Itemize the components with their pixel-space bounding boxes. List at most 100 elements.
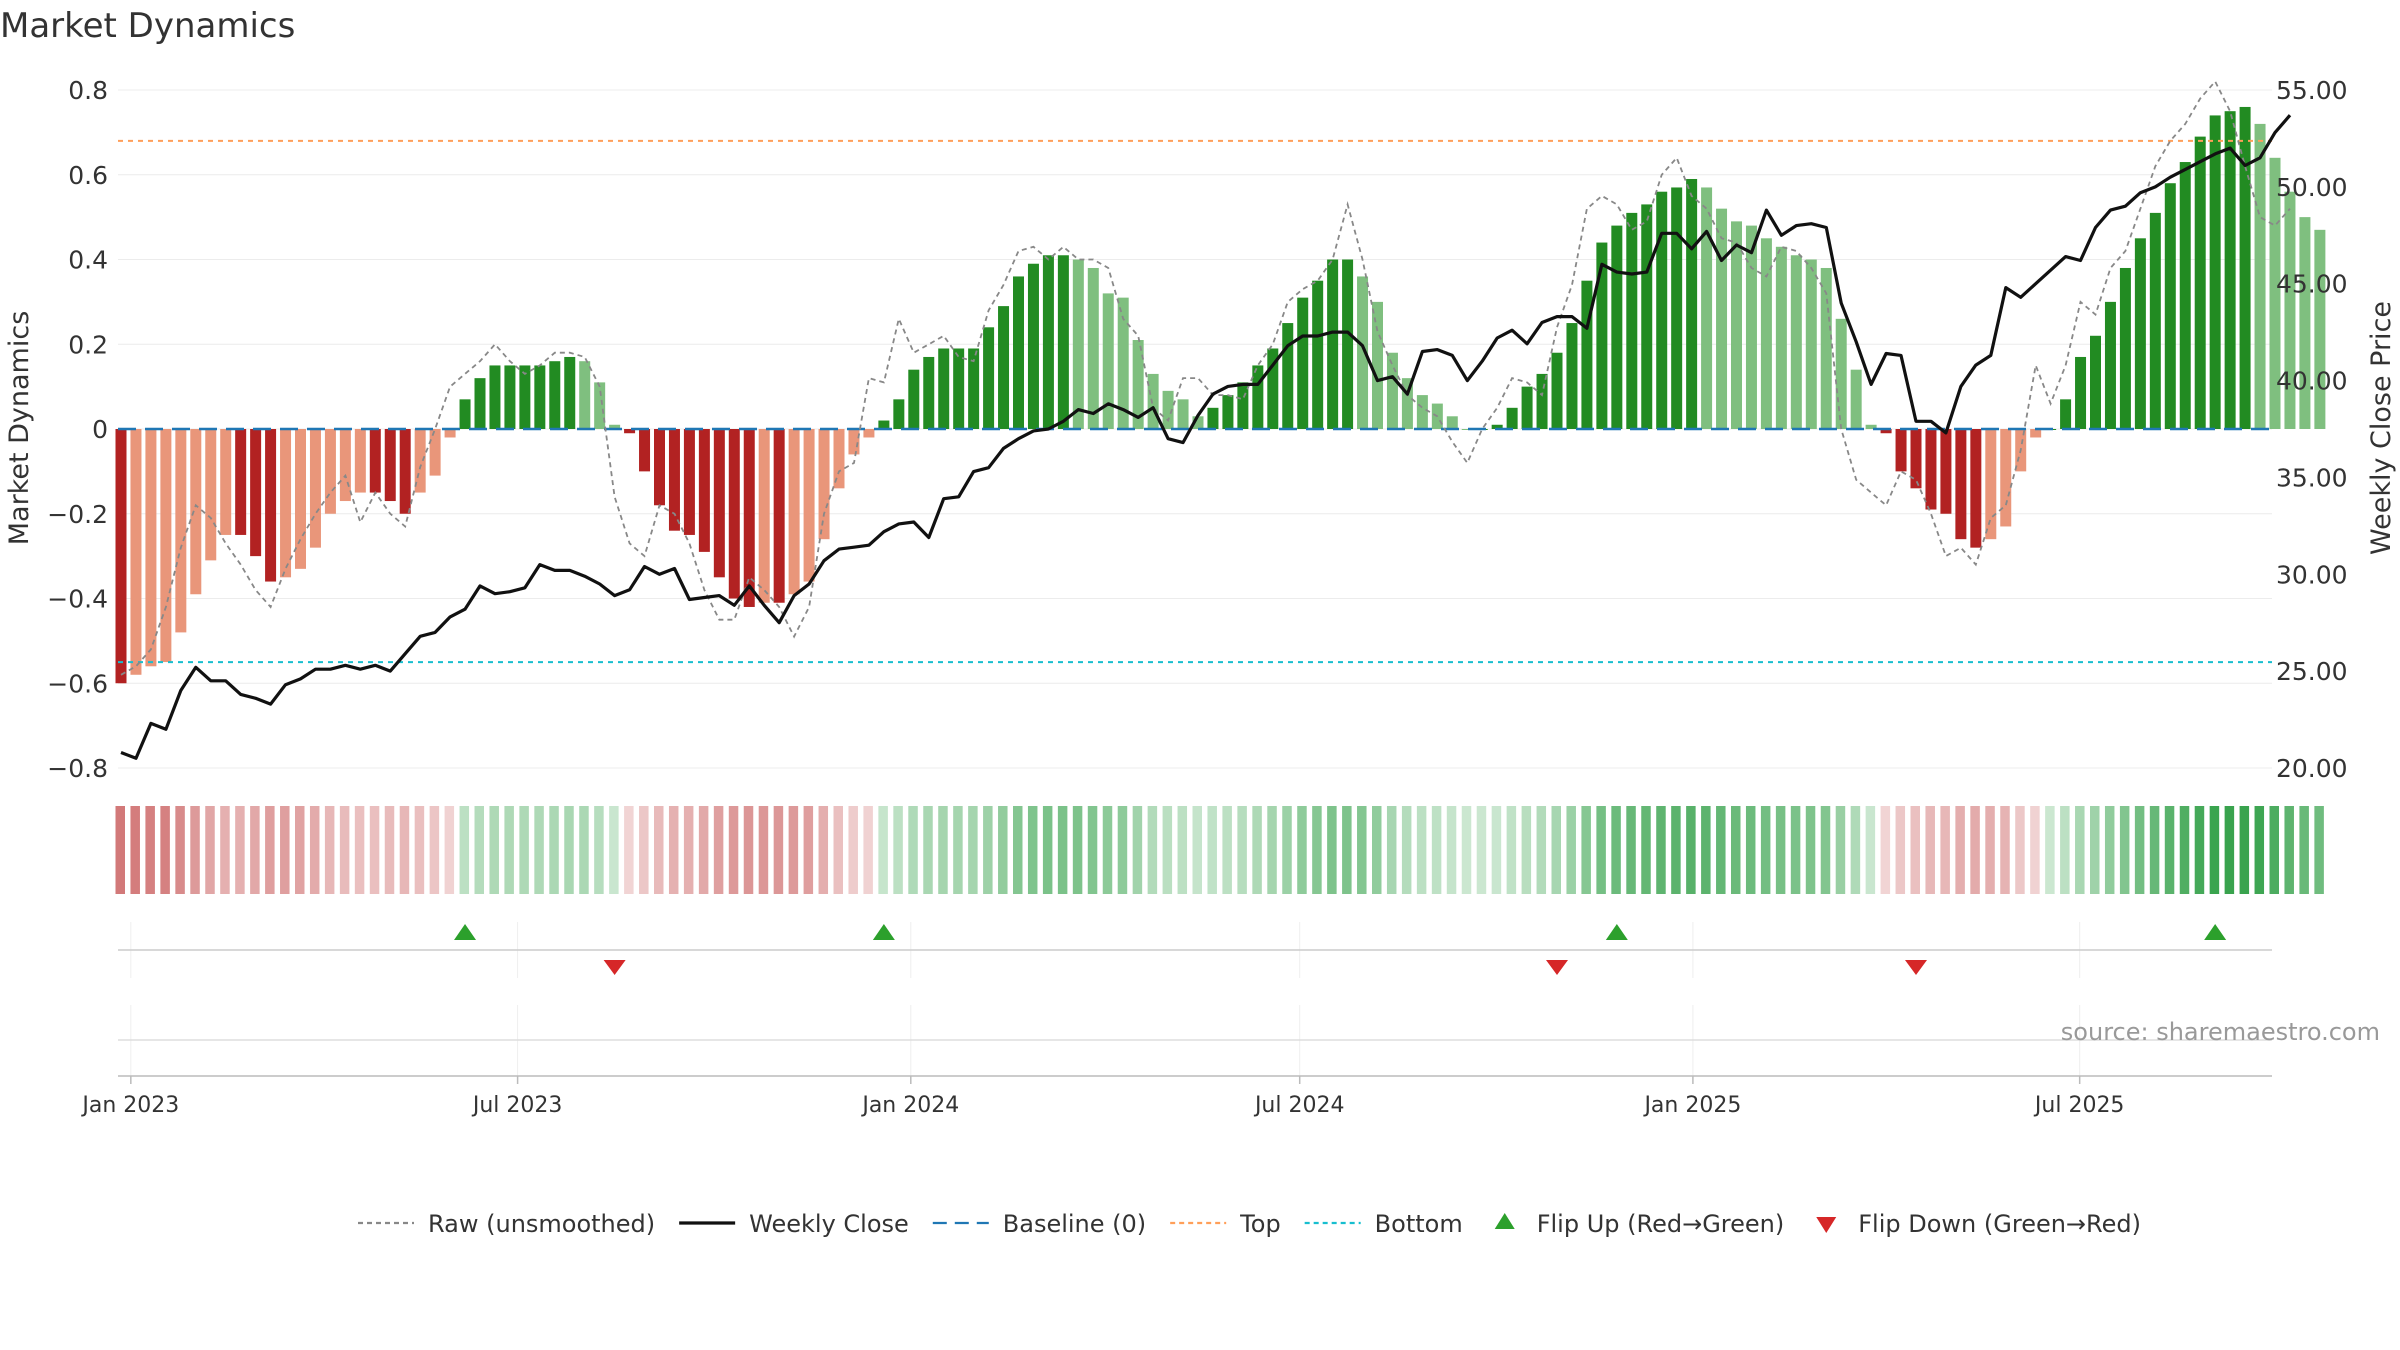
momentum-bar [848, 429, 860, 455]
regime-cell [594, 806, 604, 894]
regime-cell [1192, 806, 1202, 894]
weekly-close-line [120, 114, 2292, 760]
regime-cell [1581, 806, 1591, 894]
regime-cell [1416, 806, 1427, 894]
left-y-tick-label: 0.2 [68, 330, 108, 359]
x-axis: Jan 2023 Jul 2023 Jan 2024 Jul 2024 Jan 2025… [80, 1076, 2124, 1118]
momentum-bar [2254, 123, 2266, 430]
regime-cell [369, 806, 380, 894]
regime-cell [309, 806, 320, 894]
regime-cell [1162, 806, 1173, 894]
regime-cell [998, 806, 1008, 894]
regime-cell [983, 806, 993, 894]
regime-cell [2000, 806, 2010, 894]
regime-cell [863, 806, 873, 894]
regime-cell [2179, 806, 2190, 894]
regime-cell [1611, 806, 1621, 894]
legend-label: Bottom [1375, 1210, 1463, 1238]
regime-cell [938, 806, 948, 894]
regime-cell [519, 806, 529, 894]
momentum-bar [265, 429, 277, 582]
regime-cell [1895, 806, 1906, 894]
momentum-bar [2239, 106, 2251, 429]
momentum-bar [1252, 365, 1264, 429]
momentum-bar [175, 429, 187, 633]
x-tick-label: Jan 2024 [860, 1093, 959, 1118]
regime-cell [803, 806, 814, 894]
regime-cell [2060, 806, 2070, 894]
momentum-bar [295, 429, 306, 569]
regime-cell [1207, 806, 1217, 894]
momentum-bar [2209, 115, 2221, 430]
right-y-tick-label: 40.00 [2276, 367, 2348, 396]
regime-cell [1731, 806, 1741, 894]
regime-cell [1102, 806, 1113, 894]
left-y-tick-label: −0.6 [47, 669, 108, 698]
regime-cell [968, 806, 978, 894]
right-y-axis: 55.00 50.00 45.00 40.00 35.00 30.00 25.00 20.00 [2276, 76, 2348, 783]
momentum-bar [1925, 429, 1937, 510]
regime-cell [1850, 806, 1861, 894]
regime-cell [893, 806, 903, 894]
regime-cell [1820, 806, 1831, 894]
raw-series [120, 79, 2291, 676]
regime-cell [504, 806, 514, 894]
regime-cell [2314, 806, 2324, 894]
regime-cell [235, 806, 245, 894]
momentum-bar [1506, 407, 1518, 429]
momentum-bar [1611, 225, 1623, 429]
momentum-bar [1386, 352, 1398, 429]
regime-cell [1252, 806, 1262, 894]
momentum-bar [2194, 136, 2206, 430]
regime-cell [130, 806, 140, 894]
regime-cell [1297, 806, 1307, 894]
momentum-bar [474, 378, 486, 429]
momentum-bar [639, 429, 651, 472]
momentum-bar [1596, 242, 1608, 429]
flip-up-marker [2204, 924, 2227, 940]
momentum-bar [698, 429, 710, 552]
momentum-bar [1237, 382, 1249, 429]
empty-panel [118, 1005, 2272, 1077]
regime-cell [474, 806, 484, 894]
regime-cell [698, 806, 709, 894]
regime-cell [1446, 806, 1457, 894]
regime-cell [1521, 806, 1532, 894]
regime-cell [2045, 806, 2055, 894]
momentum-bar [1521, 386, 1533, 429]
momentum-bar [2179, 162, 2191, 429]
right-y-axis-label: Weekly Close Price [2366, 301, 2397, 555]
regime-cell [758, 806, 769, 894]
momentum-bar [968, 348, 980, 429]
momentum-bar [803, 429, 815, 582]
momentum-bar [1297, 297, 1309, 429]
legend-label: Weekly Close [749, 1210, 909, 1238]
momentum-bar [1745, 225, 1757, 429]
momentum-bar [2299, 217, 2311, 429]
regime-cell [1222, 806, 1232, 894]
regime-cell [1491, 806, 1502, 894]
x-tick-label: Jan 2023 [80, 1093, 179, 1118]
flip-down-marker [1546, 960, 1568, 975]
momentum-bar [2269, 157, 2281, 430]
regime-cell [339, 806, 350, 894]
momentum-bar [1446, 416, 1458, 429]
regime-cell [1536, 806, 1547, 894]
momentum-bar [504, 365, 516, 429]
momentum-bar [399, 429, 411, 514]
regime-cell [654, 806, 664, 894]
momentum-bar [1147, 373, 1159, 429]
left-y-tick-label: −0.2 [47, 500, 108, 529]
x-tick-label: Jul 2024 [1253, 1093, 1345, 1118]
momentum-bar [863, 429, 875, 438]
regime-cell [399, 806, 410, 894]
regime-cell [444, 806, 455, 894]
regime-cell [2104, 806, 2115, 894]
regime-cell [818, 806, 829, 894]
regime-cell [639, 806, 649, 894]
momentum-bar [354, 429, 366, 493]
momentum-bar [534, 365, 546, 429]
regime-cell [1027, 806, 1038, 894]
momentum-bar [758, 429, 770, 603]
momentum-bar [1372, 301, 1383, 429]
